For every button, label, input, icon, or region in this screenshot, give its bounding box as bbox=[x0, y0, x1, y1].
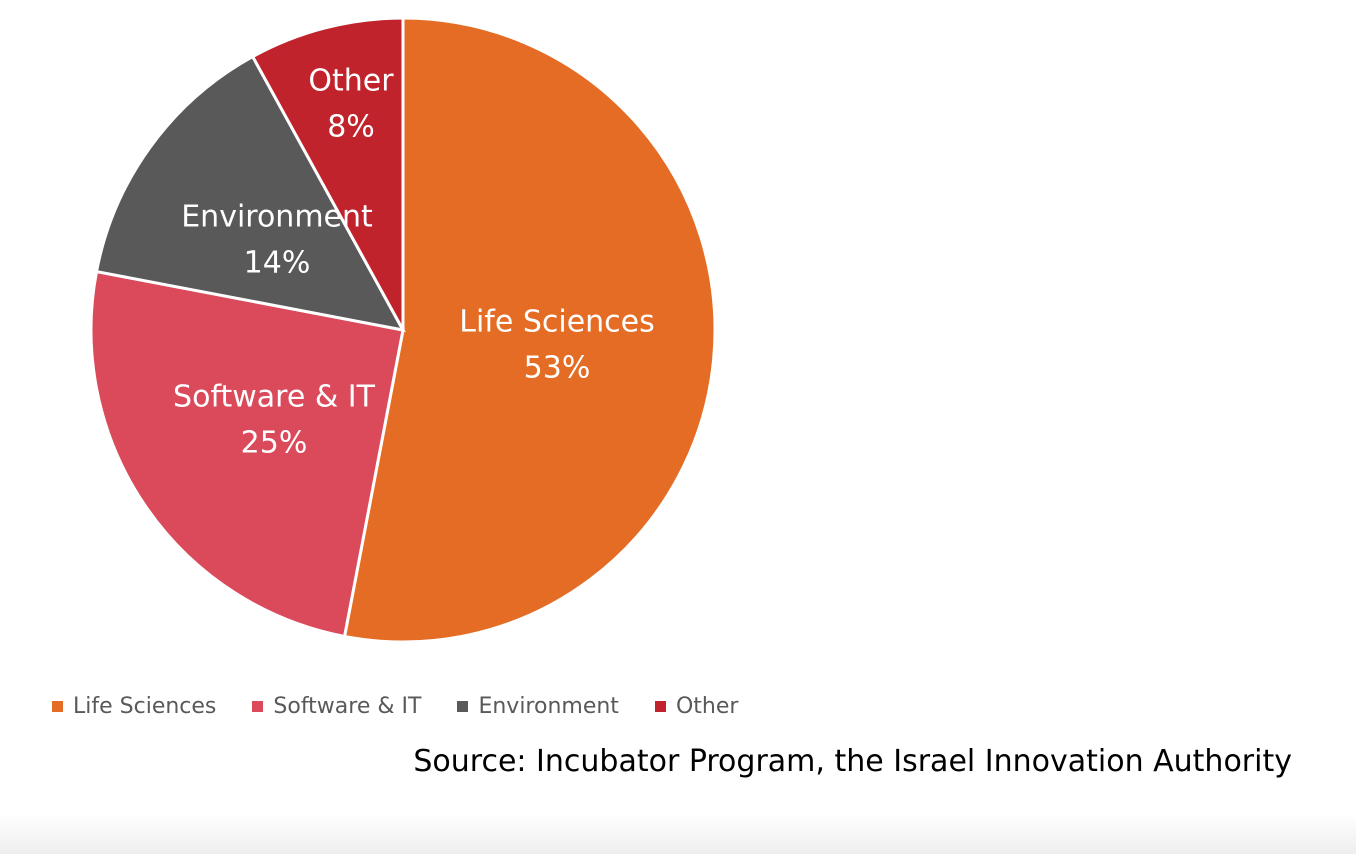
legend-label-other: Other bbox=[675, 693, 739, 719]
legend-swatch-environment bbox=[457, 700, 469, 712]
pie-slice-environment bbox=[94, 54, 406, 333]
pie-slice-other bbox=[250, 16, 405, 331]
legend-label-software-it: Software & IT bbox=[273, 693, 422, 719]
slice-label-environment: Environment bbox=[181, 200, 373, 235]
legend-item-software-it: Software & IT bbox=[252, 694, 421, 719]
bottom-fade bbox=[0, 814, 1356, 854]
legend-item-environment: Environment bbox=[457, 693, 619, 719]
slice-value-environment: 14% bbox=[244, 246, 311, 281]
legend-swatch-software-it bbox=[252, 700, 264, 712]
legend-item-other: Other bbox=[654, 693, 739, 719]
slice-value-software-it: 25% bbox=[241, 426, 308, 461]
legend-swatch-other bbox=[654, 700, 666, 712]
legend-label-environment: Environment bbox=[478, 693, 619, 719]
slice-value-other: 8% bbox=[327, 110, 375, 145]
slice-value-life-sciences: 53% bbox=[524, 351, 591, 386]
slice-label-other: Other bbox=[308, 64, 394, 99]
slice-label-life-sciences: Life Sciences bbox=[459, 305, 655, 340]
source-note: Source: Incubator Program, the Israel In… bbox=[413, 744, 1292, 779]
slice-label-software-it: Software & IT bbox=[173, 380, 376, 415]
pie-svg: Life Sciences 53% Software & IT 25% Environm… bbox=[89, 16, 717, 644]
legend-swatch-life-sciences bbox=[52, 700, 63, 712]
legend: Life Sciences Software & IT Environment … bbox=[52, 689, 774, 723]
pie-slice-software-it bbox=[89, 269, 405, 639]
legend-item-life-sciences: Life Sciences bbox=[52, 694, 216, 719]
legend-label-life-sciences: Life Sciences bbox=[73, 693, 217, 719]
pie-slice-life-sciences bbox=[342, 16, 717, 644]
